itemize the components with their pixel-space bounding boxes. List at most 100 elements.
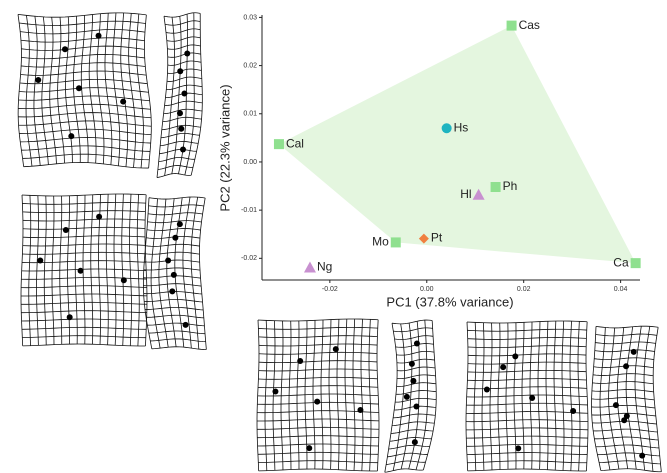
landmark [181,91,187,97]
y-tick-label: 0.02 [243,62,257,69]
point-label: Hs [454,120,469,134]
landmark [410,378,416,384]
point-label: Ph [503,179,518,193]
landmark [169,288,175,294]
convex-hull [279,26,636,264]
landmark [512,353,518,359]
y-tick-label: 0.01 [243,111,257,118]
point [274,139,284,149]
grid-line-deco [199,198,206,350]
grid-line-deco [19,96,150,101]
landmark [413,404,419,410]
grid-line-deco [259,344,377,346]
grid-line-deco [468,346,586,348]
grid-line-deco [166,85,202,89]
landmark [177,110,183,116]
grid-line-deco [160,141,198,145]
point [631,258,641,268]
grid-line-deco [467,321,587,323]
grid-line-deco [22,319,147,321]
grid-line-deco [467,444,588,446]
grid-line-deco [21,146,150,152]
grid-line-deco [29,195,31,345]
grid-line-deco [390,438,432,442]
grid-line-deco [257,419,379,421]
grid-line-deco [468,469,587,471]
grid-line-deco [26,15,32,166]
grid-line-deco [23,211,146,213]
landmark [184,51,190,57]
grid-line-deco [144,15,151,168]
landmark [333,346,339,352]
grid-line-deco [20,138,150,144]
grid-line-deco [24,162,149,168]
grid-line-deco [259,361,377,363]
grid-line-deco [258,319,378,321]
landmark [484,387,490,393]
grid-line-deco [105,13,112,165]
grid-line-deco [385,323,397,472]
grid-line-deco [396,351,434,355]
grid-line-deco [258,327,377,329]
grid-line-deco [157,174,191,178]
x-tick-label: 0.00 [420,286,434,293]
grid-line-deco [259,352,377,354]
grid-line-deco [165,21,200,25]
grid-line-deco [22,336,145,338]
grid-line-deco [19,129,151,134]
point [507,21,517,31]
grid-line-deco [20,29,145,33]
grid-line-deco [165,101,203,105]
landmark [63,227,69,233]
grid-line-deco [159,149,196,153]
landmark [96,33,102,39]
grid-line-deco [91,195,93,344]
landmark [357,407,363,413]
grid-line-deco [258,444,379,446]
landmark [272,388,278,394]
grid-line-deco [42,17,49,165]
grid-line-deco [538,322,540,470]
landmark [639,453,645,459]
grid-line-deco [168,53,201,57]
point-label: Ca [613,255,629,269]
grid-line-deco [22,194,146,196]
landmark [613,402,619,408]
grid-line-deco [21,71,147,75]
landmark [414,341,420,347]
grid-line-deco [389,445,430,449]
grid-line-deco [259,469,378,471]
grid-line-deco [395,336,434,340]
grid-line-deco [164,13,200,17]
landmark [67,314,73,320]
grid-line-deco [468,354,586,356]
point-label: Ng [317,260,332,274]
point-label: Cal [286,136,304,150]
grid-line-deco [19,21,145,25]
grid-line-deco [19,121,152,126]
grid-line-deco [149,197,205,199]
grid-line-deco [466,420,588,422]
grid-line-deco [258,461,377,463]
grid-line-deco [81,15,88,162]
landmark [515,445,521,451]
grid-line-deco [258,452,378,454]
grid-line-deco [18,14,24,166]
grid-line-deco [467,461,586,463]
grid-line-deco [468,362,586,364]
grid-line-deco [22,202,145,204]
grid-line-deco [265,320,267,470]
grid-line-deco [167,45,200,49]
point-label: Cas [519,18,540,32]
grid-line-deco [21,54,144,58]
grid-line-deco [396,391,436,395]
landmark [171,272,177,278]
landmark [180,147,186,153]
grid-line-deco [393,324,404,471]
grid-line-deco [395,398,436,402]
grid-line-deco [397,375,436,379]
grid-line-deco [392,320,432,324]
landmark [35,77,41,83]
grid-line-deco [22,327,146,329]
grid-line-deco [258,386,378,388]
